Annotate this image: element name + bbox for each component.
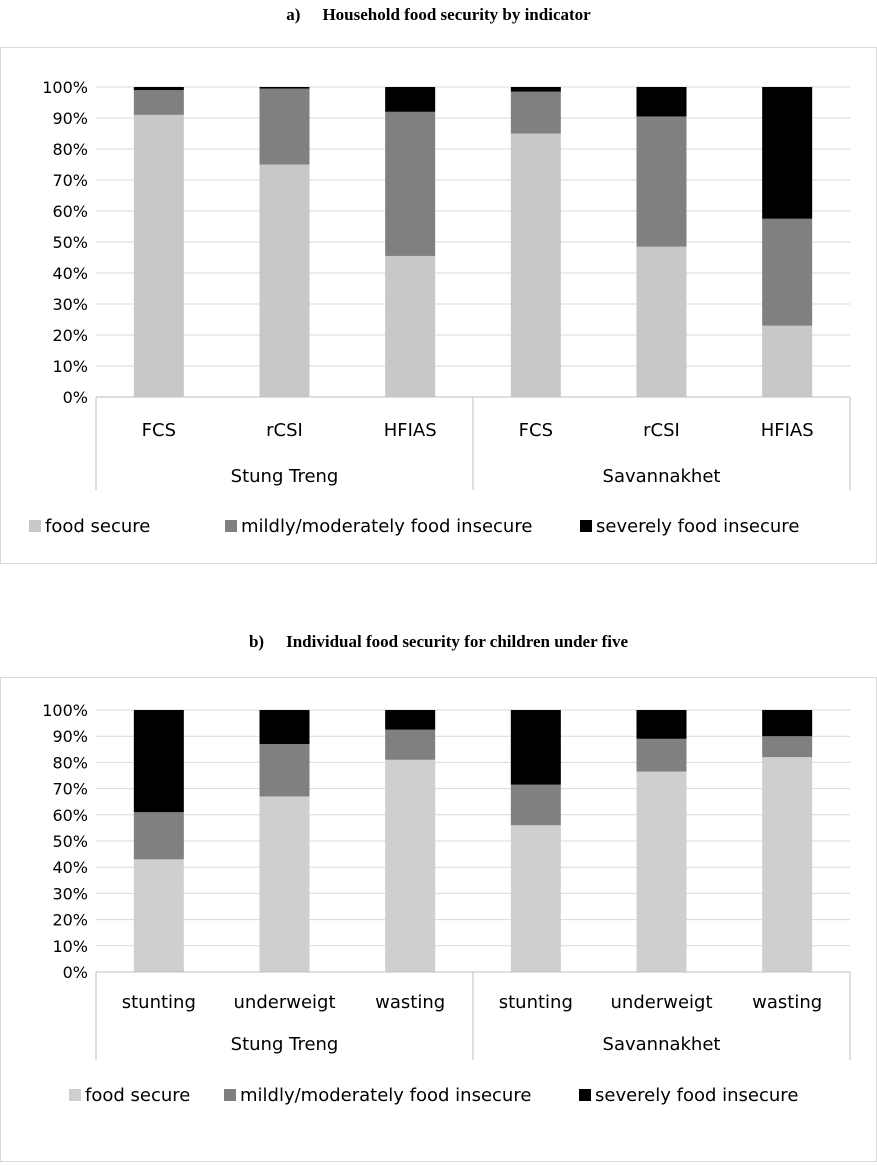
y-tick-label: 0% bbox=[63, 388, 88, 407]
chart-a-frame: 0% 10% 20% 30% 40% 50% 60% 70% 80% 90% 100% FCS rCSI… bbox=[0, 47, 877, 564]
y-tick-label: 90% bbox=[52, 109, 88, 128]
y-tick-label: 70% bbox=[52, 171, 88, 190]
legend-swatch-3 bbox=[580, 520, 592, 532]
bar-2-5 bbox=[636, 116, 687, 247]
x-category-label: rCSI bbox=[643, 420, 680, 441]
y-tick-label: 90% bbox=[52, 727, 88, 746]
bar-2-3 bbox=[385, 729, 436, 760]
chart-a-title-label: a) bbox=[286, 5, 301, 24]
bar-1-1 bbox=[133, 859, 184, 972]
y-tick-label: 30% bbox=[52, 295, 88, 314]
group-label: Stung Treng bbox=[231, 1034, 339, 1055]
chart-b-title-text: Individual food security for children un… bbox=[286, 632, 629, 651]
bar-1-5 bbox=[636, 246, 687, 397]
bar-3-4 bbox=[510, 87, 561, 92]
y-tick-label: 10% bbox=[52, 937, 88, 956]
legend-label-3: severely food insecure bbox=[596, 516, 799, 537]
bar-1-3 bbox=[385, 759, 436, 972]
legend-label-2: mildly/moderately food insecure bbox=[240, 1085, 531, 1106]
bar-1-6 bbox=[762, 325, 813, 397]
bar-2-1 bbox=[133, 812, 184, 860]
y-tick-label: 40% bbox=[52, 858, 88, 877]
legend-label-2: mildly/moderately food insecure bbox=[241, 516, 532, 537]
chart-a-title-text: Household food security by indicator bbox=[322, 5, 591, 24]
legend-swatch-1 bbox=[29, 520, 41, 532]
y-tick-label: 70% bbox=[52, 780, 88, 799]
chart-b-title-label: b) bbox=[248, 632, 265, 651]
bar-2-6 bbox=[762, 218, 813, 326]
y-tick-label: 80% bbox=[52, 140, 88, 159]
bar-3-3 bbox=[385, 87, 436, 112]
legend-label-1: food secure bbox=[85, 1085, 190, 1106]
x-category-label: stunting bbox=[499, 992, 573, 1013]
chart-b-title: b) Individual food security for children … bbox=[0, 632, 877, 652]
x-category-label: FCS bbox=[519, 420, 553, 441]
bar-3-1 bbox=[133, 87, 184, 91]
y-tick-label: 80% bbox=[52, 753, 88, 772]
group-label: Savannakhet bbox=[603, 1034, 721, 1055]
y-tick-label: 0% bbox=[63, 963, 88, 982]
bar-1-4 bbox=[510, 133, 561, 397]
bar-3-6 bbox=[762, 87, 813, 219]
bar-1-3 bbox=[385, 255, 436, 397]
bar-1-5 bbox=[636, 771, 687, 972]
bar-2-4 bbox=[510, 784, 561, 826]
bar-2-2 bbox=[259, 88, 310, 165]
bar-2-1 bbox=[133, 90, 184, 115]
chart-a: 0% 10% 20% 30% 40% 50% 60% 70% 80% 90% 100% FCS rCSI… bbox=[29, 78, 851, 537]
y-tick-label: 40% bbox=[52, 264, 88, 283]
y-tick-label: 20% bbox=[52, 911, 88, 930]
group-label: Stung Treng bbox=[231, 466, 339, 487]
x-category-label: stunting bbox=[122, 992, 196, 1013]
legend-label-1: food secure bbox=[45, 516, 150, 537]
legend-swatch-1 bbox=[69, 1089, 81, 1101]
bar-1-4 bbox=[510, 825, 561, 972]
y-tick-label: 50% bbox=[52, 233, 88, 252]
legend-label-3: severely food insecure bbox=[595, 1085, 798, 1106]
bar-3-5 bbox=[636, 87, 687, 117]
chart-b: 0% 10% 20% 30% 40% 50% 60% 70% 80% 90% 100% stuntin… bbox=[42, 701, 851, 1106]
x-category-label: FCS bbox=[142, 420, 176, 441]
bar-1-2 bbox=[259, 164, 310, 397]
y-tick-label: 50% bbox=[52, 832, 88, 851]
legend-swatch-3 bbox=[579, 1089, 591, 1101]
y-tick-label: 10% bbox=[52, 357, 88, 376]
bar-3-1 bbox=[133, 710, 184, 813]
bar-1-2 bbox=[259, 796, 310, 972]
bar-3-3 bbox=[385, 710, 436, 730]
bar-1-1 bbox=[133, 114, 184, 398]
x-category-label: underweigt bbox=[234, 992, 336, 1013]
bar-2-6 bbox=[762, 736, 813, 758]
legend-swatch-2 bbox=[225, 520, 237, 532]
bar-3-4 bbox=[510, 710, 561, 785]
bar-2-3 bbox=[385, 111, 436, 256]
bar-3-5 bbox=[636, 710, 687, 739]
chart-a-title: a) Household food security by indicator bbox=[0, 5, 877, 25]
bar-2-4 bbox=[510, 91, 561, 134]
bar-3-6 bbox=[762, 710, 813, 737]
y-tick-label: 60% bbox=[52, 806, 88, 825]
y-tick-label: 60% bbox=[52, 202, 88, 221]
y-tick-label: 20% bbox=[52, 326, 88, 345]
bar-2-2 bbox=[259, 744, 310, 797]
x-category-label: wasting bbox=[752, 992, 822, 1013]
y-tick-label: 100% bbox=[42, 78, 88, 97]
bar-3-2 bbox=[259, 87, 310, 89]
bar-2-5 bbox=[636, 738, 687, 772]
x-category-label: HFIAS bbox=[761, 420, 814, 441]
x-category-label: underweigt bbox=[611, 992, 713, 1013]
chart-b-frame: 0% 10% 20% 30% 40% 50% 60% 70% 80% 90% 100% stuntin… bbox=[0, 677, 877, 1162]
group-label: Savannakhet bbox=[603, 466, 721, 487]
y-tick-label: 30% bbox=[52, 884, 88, 903]
x-category-label: wasting bbox=[375, 992, 445, 1013]
y-tick-label: 100% bbox=[42, 701, 88, 720]
legend-swatch-2 bbox=[224, 1089, 236, 1101]
bar-3-2 bbox=[259, 710, 310, 745]
x-category-label: HFIAS bbox=[384, 420, 437, 441]
x-category-label: rCSI bbox=[266, 420, 303, 441]
bar-1-6 bbox=[762, 757, 813, 972]
